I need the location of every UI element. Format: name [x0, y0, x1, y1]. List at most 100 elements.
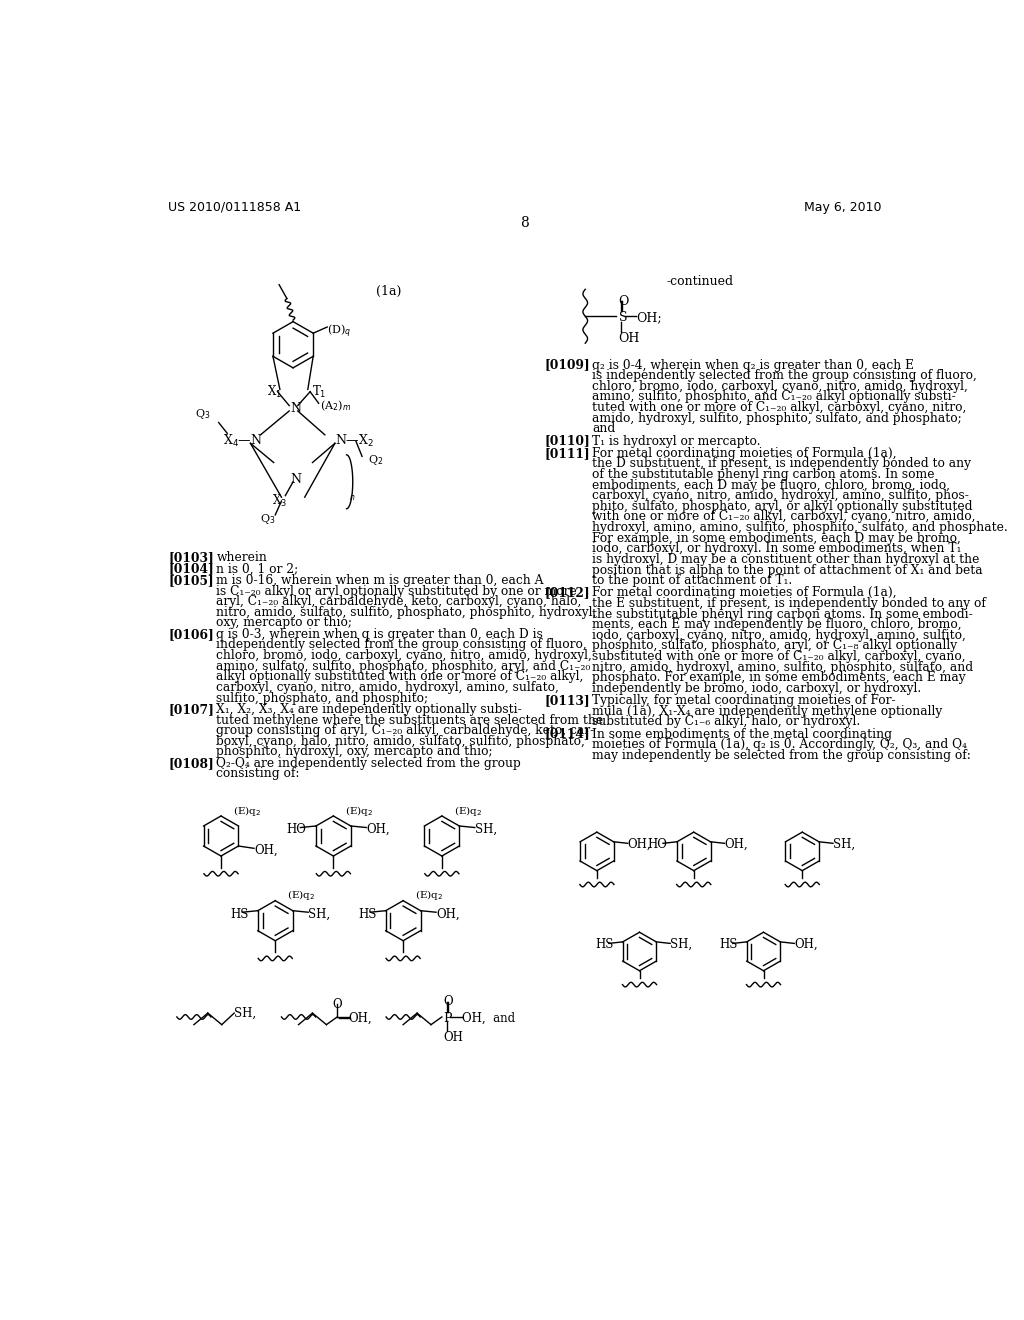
Text: substituted by C₁₋₆ alkyl, halo, or hydroxyl.: substituted by C₁₋₆ alkyl, halo, or hydr…: [592, 715, 860, 729]
Text: N: N: [290, 403, 301, 416]
Text: [0105]: [0105]: [168, 574, 214, 587]
Text: N—X$_2$: N—X$_2$: [335, 433, 374, 449]
Text: [0113]: [0113]: [544, 694, 590, 708]
Text: (E)q$_2$: (E)q$_2$: [287, 888, 315, 903]
Text: and: and: [592, 422, 615, 436]
Text: In some embodiments of the metal coordinating: In some embodiments of the metal coordin…: [592, 727, 892, 741]
Text: X$_4$—N: X$_4$—N: [223, 433, 263, 449]
Text: phito, sulfato, phosphato, aryl, or alkyl optionally substituted: phito, sulfato, phosphato, aryl, or alky…: [592, 500, 973, 512]
Text: OH,  and: OH, and: [462, 1011, 515, 1024]
Text: Typically, for metal coordinating moieties of For-: Typically, for metal coordinating moieti…: [592, 694, 896, 708]
Text: q₂ is 0-4, wherein when q₂ is greater than 0, each E: q₂ is 0-4, wherein when q₂ is greater th…: [592, 359, 914, 372]
Text: O: O: [443, 995, 453, 1008]
Text: N: N: [290, 474, 301, 486]
Text: oxy, mercapto or thio;: oxy, mercapto or thio;: [216, 616, 352, 630]
Text: O: O: [618, 294, 629, 308]
Text: group consisting of aryl, C₁₋₂₀ alkyl, carbaldehyde, keto, car-: group consisting of aryl, C₁₋₂₀ alkyl, c…: [216, 725, 595, 737]
Text: May 6, 2010: May 6, 2010: [804, 201, 882, 214]
Text: is C₁₋₂₀ alkyl or aryl optionally substituted by one or more: is C₁₋₂₀ alkyl or aryl optionally substi…: [216, 585, 578, 598]
Text: T₁ is hydroxyl or mercapto.: T₁ is hydroxyl or mercapto.: [592, 434, 761, 447]
Text: embodiments, each D may be fluoro, chloro, bromo, iodo,: embodiments, each D may be fluoro, chlor…: [592, 479, 950, 491]
Text: to the point of attachment of T₁.: to the point of attachment of T₁.: [592, 574, 793, 587]
Text: the substitutable phenyl ring carbon atoms. In some embodi-: the substitutable phenyl ring carbon ato…: [592, 607, 973, 620]
Text: (E)q$_2$: (E)q$_2$: [415, 888, 443, 903]
Text: amino, sulfito, phosphito, and C₁₋₂₀ alkyl optionally substi-: amino, sulfito, phosphito, and C₁₋₂₀ alk…: [592, 391, 956, 404]
Text: (E)q$_2$: (E)q$_2$: [454, 804, 481, 817]
Text: [0107]: [0107]: [168, 704, 214, 715]
Text: is independently selected from the group consisting of fluoro,: is independently selected from the group…: [592, 370, 977, 383]
Text: OH,: OH,: [628, 838, 651, 851]
Text: [0103]: [0103]: [168, 552, 214, 564]
Text: mula (1a), X₁-X₄ are independently methylene optionally: mula (1a), X₁-X₄ are independently methy…: [592, 705, 942, 718]
Text: iodo, carboxyl, cyano, nitro, amido, hydroxyl, amino, sulfito,: iodo, carboxyl, cyano, nitro, amido, hyd…: [592, 628, 966, 642]
Text: SH,: SH,: [671, 939, 692, 950]
Text: (E)q$_2$: (E)q$_2$: [345, 804, 374, 817]
Text: sulfito, phosphato, and phosphito;: sulfito, phosphato, and phosphito;: [216, 692, 428, 705]
Text: [0104]: [0104]: [168, 562, 214, 576]
Text: nitro, amido, sulfato, sulfito, phosphato, phosphito, hydroxyl,: nitro, amido, sulfato, sulfito, phosphat…: [216, 606, 597, 619]
Text: substituted with one or more of C₁₋₂₀ alkyl, carboxyl, cyano,: substituted with one or more of C₁₋₂₀ al…: [592, 651, 966, 663]
Text: (1a): (1a): [376, 285, 401, 298]
Text: [0111]: [0111]: [544, 446, 590, 459]
Text: phosphito, sulfato, phosphato, aryl, or C₁₋₈ alkyl optionally: phosphito, sulfato, phosphato, aryl, or …: [592, 639, 957, 652]
Text: (A$_2$)$_m$: (A$_2$)$_m$: [321, 399, 351, 413]
Text: SH,: SH,: [234, 1007, 256, 1020]
Text: amido, hydroxyl, sulfito, phosphito, sulfato, and phosphato;: amido, hydroxyl, sulfito, phosphito, sul…: [592, 412, 962, 425]
Text: X₁, X₂, X₃, X₄ are independently optionally substi-: X₁, X₂, X₃, X₄ are independently optiona…: [216, 704, 522, 715]
Text: independently be bromo, iodo, carboxyl, or hydroxyl.: independently be bromo, iodo, carboxyl, …: [592, 682, 922, 696]
Text: tuted methylene where the substituents are selected from the: tuted methylene where the substituents a…: [216, 714, 603, 726]
Text: ments, each E may independently be fluoro, chloro, bromo,: ments, each E may independently be fluor…: [592, 618, 962, 631]
Text: nitro, amido, hydroxyl, amino, sulfito, phosphito, sulfato, and: nitro, amido, hydroxyl, amino, sulfito, …: [592, 661, 974, 673]
Text: X$_1$: X$_1$: [266, 384, 282, 400]
Text: hydroxyl, amino, amino, sulfito, phosphito, sulfato, and phosphate.: hydroxyl, amino, amino, sulfito, phosphi…: [592, 521, 1008, 535]
Text: Q₂-Q₄ are independently selected from the group: Q₂-Q₄ are independently selected from th…: [216, 756, 521, 770]
Text: Q$_3$: Q$_3$: [196, 407, 211, 421]
Text: $_n$: $_n$: [349, 494, 355, 503]
Text: is hydroxyl, D may be a constituent other than hydroxyl at the: is hydroxyl, D may be a constituent othe…: [592, 553, 980, 566]
Text: OH,: OH,: [367, 822, 390, 836]
Text: carboxyl, cyano, nitro, amido, hydroxyl, amino, sulfito, phos-: carboxyl, cyano, nitro, amido, hydroxyl,…: [592, 490, 969, 502]
Text: the D substituent, if present, is independently bonded to any: the D substituent, if present, is indepe…: [592, 457, 971, 470]
Text: For example, in some embodiments, each D may be bromo,: For example, in some embodiments, each D…: [592, 532, 962, 545]
Text: HS: HS: [596, 939, 614, 950]
Text: [0108]: [0108]: [168, 756, 214, 770]
Text: T$_1$: T$_1$: [311, 384, 326, 400]
Text: US 2010/0111858 A1: US 2010/0111858 A1: [168, 201, 301, 214]
Text: alkyl optionally substituted with one or more of C₁₋₂₀ alkyl,: alkyl optionally substituted with one or…: [216, 671, 584, 684]
Text: SH,: SH,: [475, 822, 497, 836]
Text: carboxyl, cyano, nitro, amido, hydroxyl, amino, sulfato,: carboxyl, cyano, nitro, amido, hydroxyl,…: [216, 681, 559, 694]
Text: aryl, C₁₋₂₀ alkyl, carbaldehyde, keto, carboxyl, cyano, halo,: aryl, C₁₋₂₀ alkyl, carbaldehyde, keto, c…: [216, 595, 582, 609]
Text: [0109]: [0109]: [544, 359, 590, 372]
Text: amino, sulfato, sulfito, phosphato, phosphito, aryl, and C₁₋₂₀: amino, sulfato, sulfito, phosphato, phos…: [216, 660, 591, 673]
Text: HS: HS: [358, 908, 377, 920]
Text: OH,: OH,: [254, 843, 278, 857]
Text: [0110]: [0110]: [544, 434, 590, 447]
Text: OH: OH: [618, 331, 640, 345]
Text: [0112]: [0112]: [544, 586, 590, 599]
Text: (D)$_q$: (D)$_q$: [327, 322, 351, 339]
Text: OH,: OH,: [795, 939, 818, 950]
Text: consisting of:: consisting of:: [216, 767, 300, 780]
Text: OH,: OH,: [348, 1011, 372, 1024]
Text: chloro, bromo, iodo, carboxyl, cyano, nitro, amido, hydroxyl,: chloro, bromo, iodo, carboxyl, cyano, ni…: [216, 649, 592, 663]
Text: OH;: OH;: [636, 312, 663, 323]
Text: Q$_2$: Q$_2$: [369, 453, 384, 467]
Text: (E)q$_2$: (E)q$_2$: [232, 804, 261, 817]
Text: HO: HO: [647, 838, 668, 851]
Text: q is 0-3, wherein when q is greater than 0, each D is: q is 0-3, wherein when q is greater than…: [216, 628, 543, 640]
Text: OH,: OH,: [724, 838, 749, 851]
Text: [0106]: [0106]: [168, 628, 214, 640]
Text: wherein: wherein: [216, 552, 267, 564]
Text: HO: HO: [287, 822, 306, 836]
Text: S: S: [618, 312, 627, 323]
Text: X$_3$: X$_3$: [272, 492, 287, 508]
Text: P: P: [443, 1011, 452, 1024]
Text: For metal coordinating moieties of Formula (1a),: For metal coordinating moieties of Formu…: [592, 446, 897, 459]
Text: tuted with one or more of C₁₋₂₀ alkyl, carboxyl, cyano, nitro,: tuted with one or more of C₁₋₂₀ alkyl, c…: [592, 401, 967, 414]
Text: m is 0-16, wherein when m is greater than 0, each A: m is 0-16, wherein when m is greater tha…: [216, 574, 544, 587]
Text: iodo, carboxyl, or hydroxyl. In some embodiments, when T₁: iodo, carboxyl, or hydroxyl. In some emb…: [592, 543, 962, 556]
Text: boxyl, cyano, halo, nitro, amido, sulfato, sulfito, phosphato,: boxyl, cyano, halo, nitro, amido, sulfat…: [216, 735, 586, 748]
Text: SH,: SH,: [833, 838, 855, 851]
Text: SH,: SH,: [308, 908, 331, 920]
Text: For metal coordinating moieties of Formula (1a),: For metal coordinating moieties of Formu…: [592, 586, 897, 599]
